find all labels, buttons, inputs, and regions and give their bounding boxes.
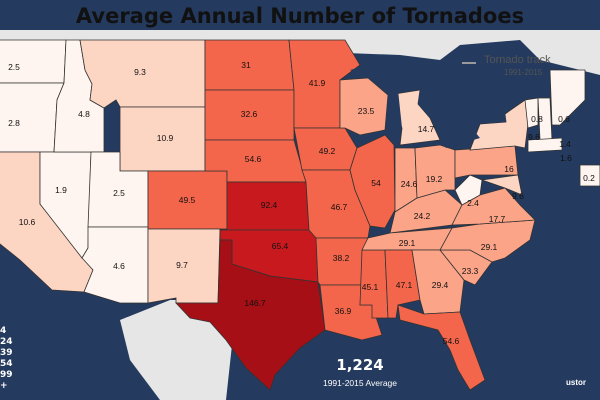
- total-value: 1,224: [336, 356, 384, 374]
- state-value-label: 54: [371, 178, 381, 188]
- state-il: [349, 134, 396, 229]
- state-wv: [454, 174, 483, 206]
- state-vt: [524, 97, 539, 129]
- state-value-label: 45.1: [362, 282, 379, 292]
- state-value-label: 36.9: [335, 306, 352, 316]
- state-value-label: 54.6: [443, 336, 460, 346]
- state-value-label: 24.6: [401, 179, 418, 189]
- state-value-label: 9.7: [176, 260, 188, 270]
- state-wi: [339, 77, 389, 136]
- state-value-label: 1.9: [55, 185, 67, 195]
- state-value-label: 47.1: [396, 280, 413, 290]
- mexico-land: [120, 300, 232, 400]
- lake-erie: [440, 132, 480, 148]
- legend-item: 99: [0, 370, 13, 380]
- state-value-label: 23.5: [358, 106, 375, 116]
- state-value-label: 38.2: [333, 253, 350, 263]
- legend-item: 4: [0, 326, 7, 336]
- state-value-label: 1.6: [560, 153, 572, 163]
- state-mi: [387, 89, 441, 146]
- state-value-label: 46.7: [331, 202, 348, 212]
- state-ma: [527, 137, 563, 153]
- lake-michigan: [386, 90, 402, 140]
- state-value-label: 2.4: [467, 198, 479, 208]
- state-value-label: 9.6: [512, 191, 524, 201]
- state-value-label: 0.8: [531, 114, 543, 124]
- state-value-label: 41.9: [309, 78, 326, 88]
- value-labels: 2.5 2.8 10.6 1.9 4.8 9.3 10.9 2.5 4.6 49.5 9.7 31 32…: [8, 60, 595, 346]
- legend-item: +: [0, 381, 8, 391]
- state-value-label: 9.6: [528, 132, 540, 142]
- track-key-label: Tornado track: [484, 54, 551, 66]
- state-value-label: 2.5: [8, 62, 20, 72]
- state-value-label: 14.7: [418, 124, 435, 134]
- state-me: [549, 69, 586, 126]
- state-value-label: 29.4: [432, 280, 449, 290]
- legend-item: 24: [0, 337, 13, 347]
- state-value-label: 0.2: [583, 173, 595, 183]
- state-value-label: 49.2: [319, 146, 336, 156]
- state-value-label: 29.1: [481, 242, 498, 252]
- state-value-label: 9.3: [134, 67, 146, 77]
- track-key-years: 1991-2015: [504, 68, 543, 77]
- state-value-label: 10.6: [19, 217, 36, 227]
- state-value-label: 4.6: [113, 261, 125, 271]
- state-value-label: 24.2: [414, 211, 431, 221]
- state-fl: [397, 304, 486, 391]
- great-lakes: [350, 62, 506, 148]
- state-value-label: 10.9: [157, 133, 174, 143]
- state-value-label: 32.6: [241, 109, 258, 119]
- states-layer: [0, 39, 600, 391]
- legend-item: 39: [0, 348, 13, 358]
- state-value-label: 1.4: [559, 139, 571, 149]
- state-md: [481, 174, 523, 196]
- state-value-label: 2.8: [8, 118, 20, 128]
- state-value-label: 54.6: [245, 154, 262, 164]
- state-tx: [175, 239, 326, 391]
- total-caption: 1991-2015 Average: [322, 378, 398, 388]
- state-value-label: 4.8: [78, 109, 90, 119]
- state-value-label: 92.4: [261, 200, 278, 210]
- state-value-label: 17.7: [489, 214, 506, 224]
- track-line-swatch: [462, 62, 476, 64]
- state-value-label: 65.4: [272, 241, 289, 251]
- state-value-label: 29.1: [399, 238, 416, 248]
- legend-item: 54: [0, 359, 13, 369]
- state-oh: [414, 144, 456, 199]
- lake-huron: [418, 88, 446, 118]
- state-value-label: 49.5: [179, 195, 196, 205]
- state-value-label: 0.6: [558, 114, 570, 124]
- state-value-label: 23.3: [462, 266, 479, 276]
- state-ri: [579, 164, 600, 187]
- credit-text: ustor: [566, 378, 586, 387]
- state-value-label: 31: [241, 60, 251, 70]
- lake-ontario: [478, 114, 506, 124]
- state-value-label: 19.2: [426, 174, 443, 184]
- state-value-label: 2.5: [113, 188, 125, 198]
- lake-superior: [350, 62, 410, 80]
- legend: 4 24 39 54 99 +: [0, 326, 13, 392]
- state-value-label: 16: [504, 164, 514, 174]
- state-value-label: 146.7: [244, 298, 266, 308]
- map-title: Average Annual Number of Tornadoes: [75, 4, 525, 28]
